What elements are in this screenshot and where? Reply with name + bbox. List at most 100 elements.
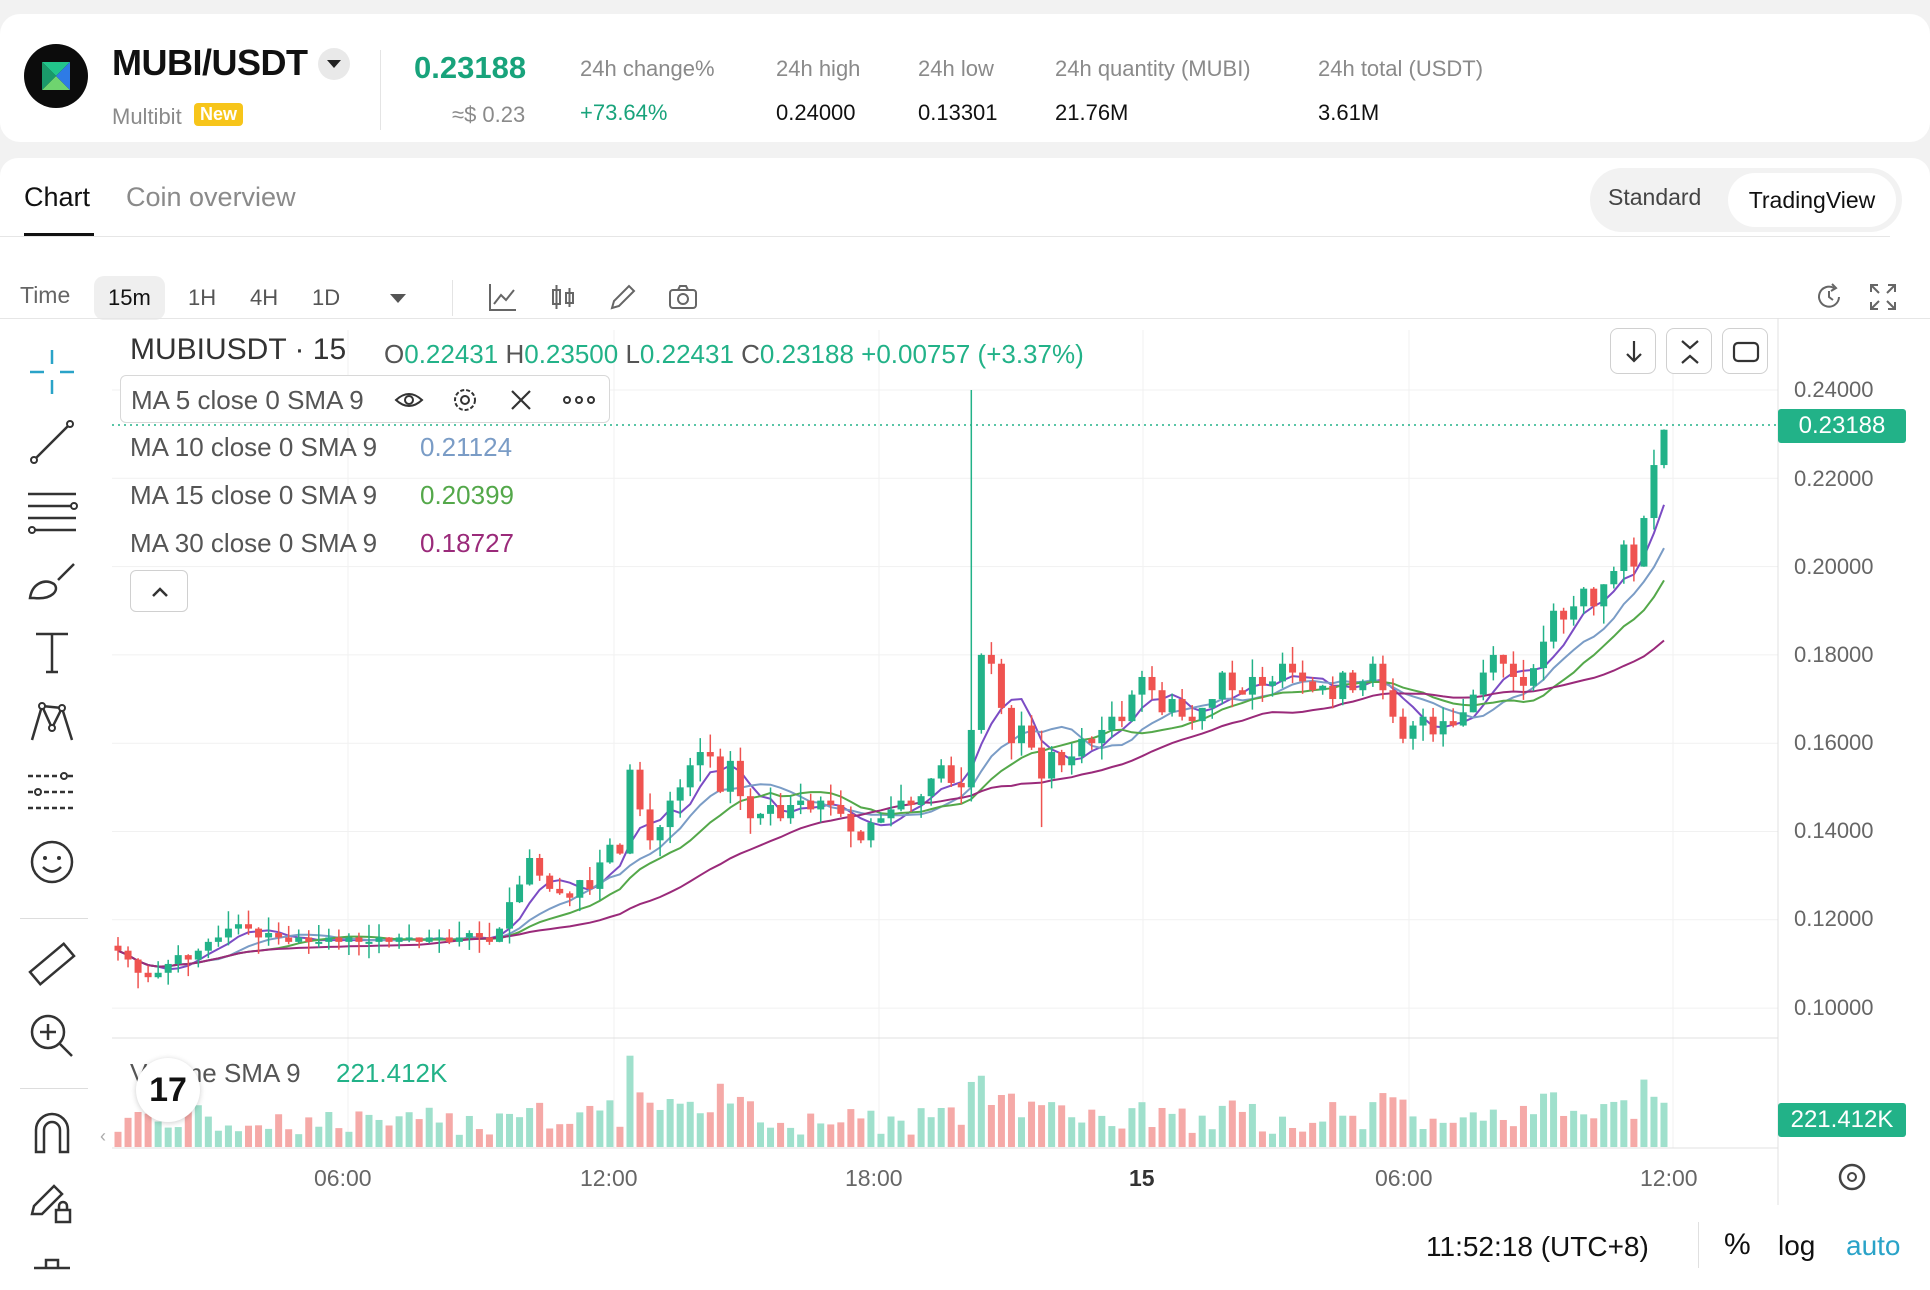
interval-1d[interactable]: 1D [312,285,341,310]
magnet-icon[interactable] [24,1104,80,1160]
candle-body [1148,676,1156,691]
trash-icon[interactable] [24,1244,80,1272]
volume-bar [1289,1127,1297,1147]
market-header: MUBI/USDT Multibit New 0.23188 ≈$ 0.23 2… [0,14,1930,142]
interval-15m[interactable]: 15m [94,276,165,320]
volume-bar [1108,1126,1116,1147]
eye-icon[interactable] [393,384,425,416]
volume-bar [616,1126,624,1147]
candle-body [1198,707,1206,722]
candle-body [676,787,684,801]
candle-body [716,756,724,792]
tradingview-logo[interactable]: 17 [136,1058,200,1122]
volume-bar [596,1110,604,1147]
y-tick: 0.22000 [1794,466,1874,491]
volume-bar [1048,1102,1056,1147]
volume-bar [1570,1110,1578,1147]
y-tick: 0.16000 [1794,730,1874,755]
volume-bar [1058,1105,1066,1147]
candle-body [746,796,754,819]
ma5-legend-row[interactable]: MA 5 close 0 SMA 9 [120,375,610,423]
candle-body [214,937,222,942]
pattern-icon[interactable] [24,694,80,750]
fullscreen-icon[interactable] [1866,280,1900,314]
collapse-legend-button[interactable] [130,570,188,612]
candle-body [857,831,865,841]
candle-body [1058,752,1066,766]
fib-lines-icon[interactable] [24,484,80,540]
candle-body [516,884,524,903]
candle-body [827,800,835,806]
maximize-pane-button[interactable] [1722,328,1768,374]
legend-ohlc: O0.22431 H0.23500 L0.22431 C0.23188 +0.0… [384,339,1084,370]
tab-chart[interactable]: Chart [24,182,91,212]
lock-drawing-icon[interactable] [24,1174,80,1230]
interval-1h[interactable]: 1H [188,285,217,310]
auto-scale-toggle[interactable]: auto [1846,1230,1901,1261]
indicator-chart-icon[interactable] [486,280,520,314]
candle-body [1399,716,1407,739]
volume-bar [1479,1120,1487,1147]
ma15-label: MA 15 close 0 SMA 9 [130,480,378,510]
candle-body [1178,699,1186,717]
y-tick: 0.24000 [1794,377,1874,402]
crosshair-icon[interactable] [24,344,80,400]
ohlc-open: 0.22431 [404,339,499,369]
candle-body [817,800,825,810]
brush-icon[interactable] [24,554,80,610]
volume-bar [1038,1105,1046,1147]
log-scale-toggle[interactable]: log [1778,1230,1816,1261]
trend-line-icon[interactable] [24,414,80,470]
candle-body [1479,672,1487,695]
volume-bar [716,1083,724,1147]
forecast-icon[interactable] [24,764,80,820]
candle-body [947,765,955,783]
pair-dropdown-icon[interactable] [318,48,350,80]
stat-value-quantity: 21.76M [1055,100,1129,125]
candle-body [164,963,172,973]
close-icon[interactable] [505,384,537,416]
volume-bar [435,1122,443,1147]
interval-4h[interactable]: 4H [250,285,279,310]
more-icon[interactable] [561,384,597,416]
camera-icon[interactable] [666,280,700,314]
percent-scale-toggle[interactable]: % [1724,1228,1751,1261]
volume-bar [245,1125,253,1147]
candle-body [375,937,383,942]
chart-panel: Chart Coin overview Standard TradingView… [0,158,1930,1290]
collapse-pane-button[interactable] [1666,328,1712,374]
tradingview-view-button[interactable]: TradingView [1728,173,1896,227]
candle-body [245,924,253,929]
pair-name[interactable]: MUBI/USDT [112,42,308,83]
candle-body [335,937,343,942]
ma-line [117,504,1665,971]
candle-body [1620,544,1628,572]
tab-coin-overview[interactable]: Coin overview [126,182,296,212]
ruler-icon[interactable] [24,938,80,994]
maximize-icon [1732,341,1760,363]
volume-bar [1640,1079,1648,1147]
volume-bar [556,1124,564,1147]
volume-bar [696,1113,704,1147]
header-divider [380,50,381,130]
volume-bar [887,1116,895,1147]
volume-bar [305,1117,313,1147]
candle-body [576,880,584,898]
volume-bar [646,1102,654,1147]
text-tool-icon[interactable] [24,624,80,680]
x-tick: 06:00 [1375,1165,1433,1191]
zoom-in-icon[interactable] [24,1008,80,1064]
scroll-down-button[interactable] [1610,328,1656,374]
gear-icon[interactable] [449,384,481,416]
emoji-icon[interactable] [24,834,80,890]
pencil-icon[interactable] [606,280,640,314]
volume-bar [1098,1115,1106,1147]
candle-body [1379,663,1387,691]
timezone-clock[interactable]: 11:52:18 (UTC+8) [1426,1231,1649,1262]
interval-more-icon[interactable] [390,294,406,303]
refresh-icon[interactable] [1812,280,1846,314]
standard-view-button[interactable]: Standard [1608,184,1702,210]
candle-type-icon[interactable] [546,280,580,314]
candle-body [1369,663,1377,682]
